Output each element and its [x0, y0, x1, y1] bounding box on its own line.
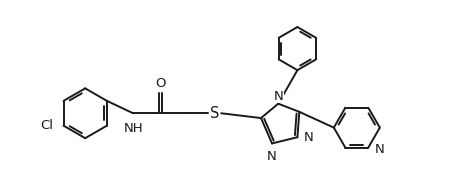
Text: O: O: [155, 77, 166, 90]
Text: NH: NH: [123, 122, 143, 135]
Text: Cl: Cl: [40, 119, 53, 132]
Text: N: N: [273, 90, 283, 103]
Text: N: N: [267, 150, 277, 163]
Text: N: N: [303, 131, 313, 144]
Text: N: N: [374, 143, 384, 156]
Text: S: S: [209, 106, 219, 121]
